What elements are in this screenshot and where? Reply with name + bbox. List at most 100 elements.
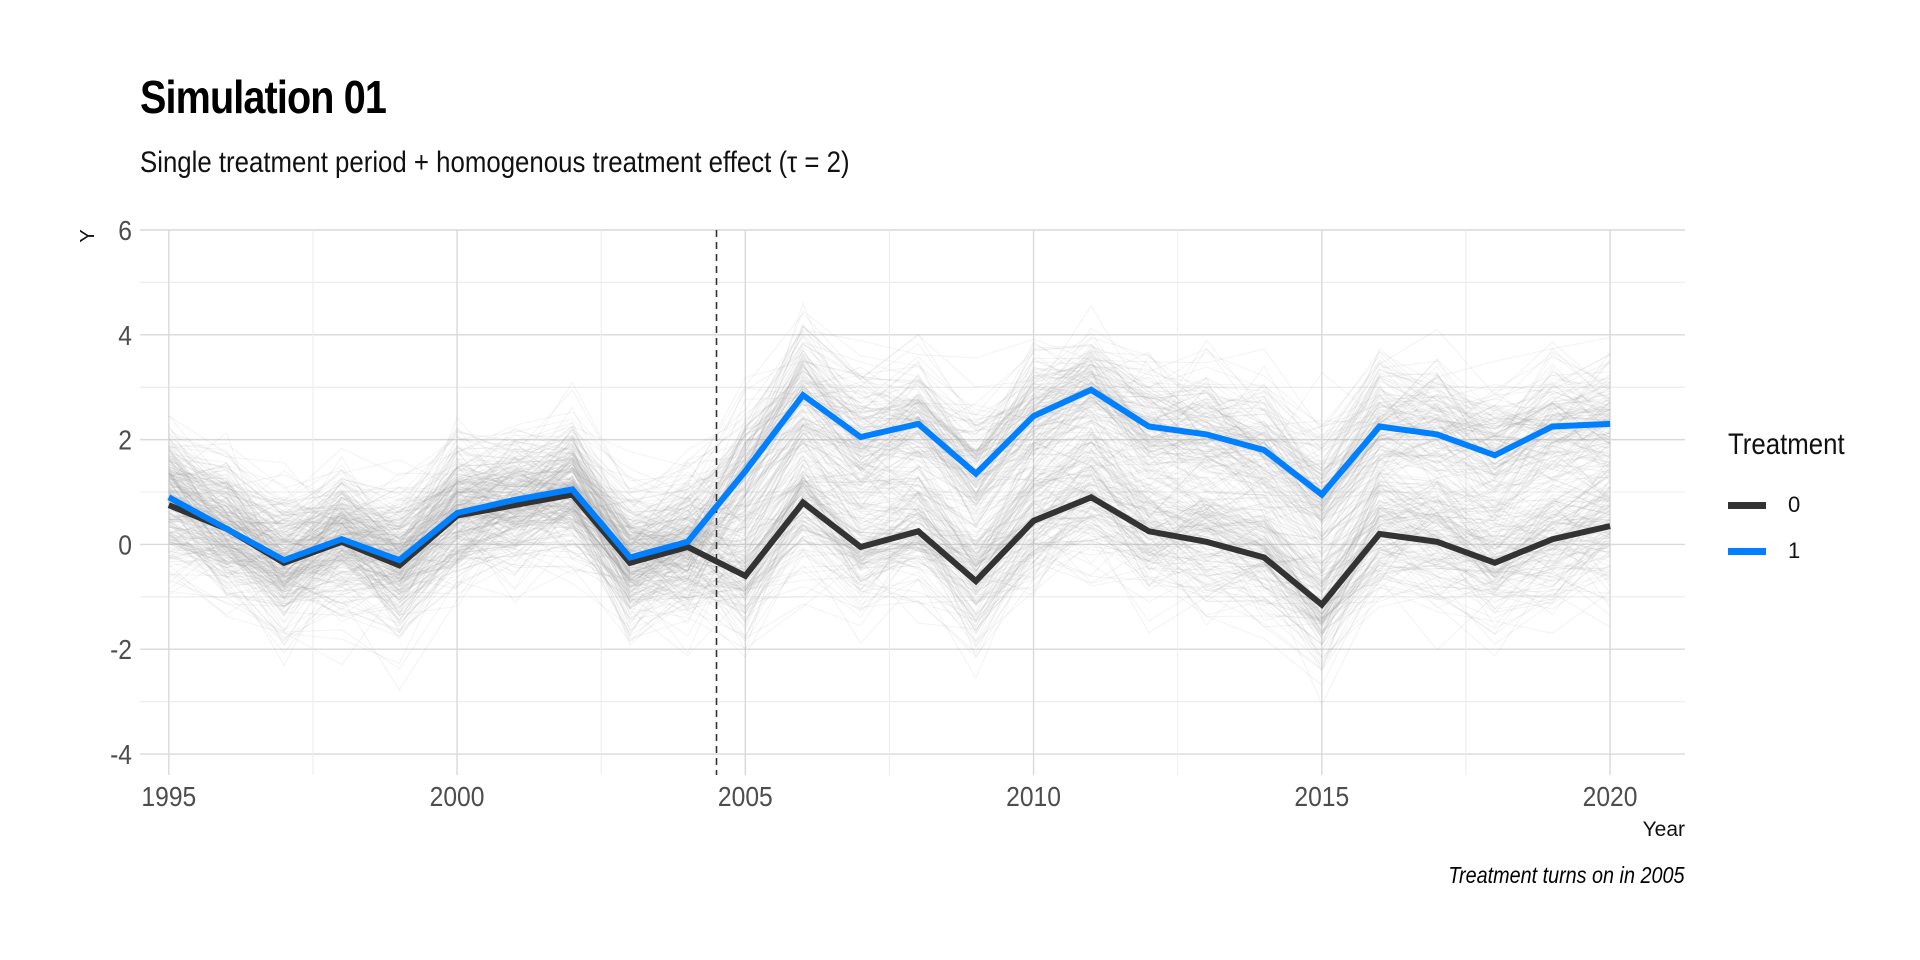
unit-trajectory — [168, 331, 1611, 587]
unit-trajectory — [168, 350, 1611, 581]
unit-trajectory — [168, 439, 1611, 582]
legend-label-0: 0 — [1788, 492, 1801, 517]
unit-trajectory — [168, 445, 1611, 619]
unit-trajectory — [168, 496, 1611, 645]
unit-trajectory — [168, 364, 1611, 599]
unit-trajectory — [168, 486, 1611, 626]
unit-trajectory — [168, 331, 1611, 547]
unit-trajectory — [168, 439, 1611, 625]
unit-trajectory — [168, 383, 1611, 594]
unit-trajectory — [168, 385, 1611, 592]
x-tick-label: 2005 — [718, 781, 773, 813]
unit-trajectory — [168, 472, 1611, 614]
x-tick-label: 2000 — [430, 781, 485, 813]
series-line-1 — [167, 386, 1611, 564]
y-tick-label: -2 — [110, 634, 132, 666]
unit-trajectory — [168, 440, 1611, 571]
unit-trajectory — [168, 362, 1611, 603]
unit-trajectory — [168, 389, 1611, 624]
unit-trajectory — [168, 467, 1611, 619]
unit-trajectory — [168, 366, 1611, 589]
unit-trajectory — [168, 432, 1611, 637]
unit-trajectory — [168, 517, 1611, 623]
unit-trajectory — [168, 481, 1611, 647]
unit-trajectory — [168, 430, 1611, 573]
unit-trajectory — [168, 344, 1611, 584]
unit-trajectory — [168, 488, 1611, 616]
unit-trajectory — [168, 467, 1611, 623]
unit-trajectory — [168, 413, 1611, 610]
unit-trajectory — [168, 509, 1611, 620]
y-tick-label: 4 — [118, 319, 132, 351]
unit-trajectory — [168, 337, 1611, 533]
unit-trajectory — [168, 509, 1611, 645]
unit-trajectory — [168, 441, 1611, 569]
unit-trajectory — [168, 503, 1611, 654]
legend-item-0: 0 — [1728, 482, 1864, 528]
x-axis-label: Year — [1643, 818, 1685, 841]
unit-trajectory — [168, 391, 1611, 608]
unit-trajectory — [168, 420, 1611, 623]
unit-trajectory — [168, 415, 1611, 603]
series-line-0 — [167, 491, 1611, 609]
unit-trajectory — [168, 497, 1611, 660]
unit-trajectory — [168, 361, 1611, 577]
unit-trajectory — [168, 540, 1611, 706]
unit-trajectory — [168, 436, 1611, 571]
unit-trajectory — [168, 343, 1611, 564]
unit-trajectory — [168, 515, 1611, 666]
unit-trajectory — [168, 368, 1611, 565]
unit-trajectory — [168, 474, 1611, 594]
unit-trajectory — [168, 470, 1611, 645]
unit-trajectory — [168, 527, 1611, 659]
unit-trajectory — [168, 437, 1611, 550]
unit-trajectory — [168, 492, 1611, 640]
unit-trajectory — [168, 423, 1611, 592]
unit-trajectory — [168, 325, 1611, 549]
unit-trajectory — [168, 349, 1611, 573]
unit-trajectory — [168, 460, 1611, 607]
unit-trajectory — [168, 376, 1611, 646]
unit-trajectory — [168, 366, 1611, 621]
unit-trajectory — [168, 323, 1611, 550]
unit-trajectory — [168, 444, 1611, 629]
unit-trajectory — [168, 403, 1611, 565]
unit-trajectory — [168, 370, 1611, 562]
unit-trajectory — [168, 417, 1611, 624]
unit-trajectory — [168, 335, 1611, 554]
unit-trajectory — [168, 352, 1611, 586]
unit-trajectory — [168, 481, 1611, 641]
unit-trajectory — [168, 449, 1611, 603]
unit-trajectory — [168, 435, 1611, 575]
unit-trajectory — [168, 412, 1611, 595]
unit-trajectory — [168, 424, 1611, 591]
unit-trajectory — [168, 441, 1611, 575]
unit-trajectory — [168, 484, 1611, 635]
unit-trajectory — [168, 460, 1611, 607]
unit-trajectory — [168, 365, 1611, 585]
legend: Treatment 0 1 — [1728, 428, 1864, 574]
unit-trajectory — [168, 351, 1611, 560]
unit-trajectory — [168, 366, 1611, 588]
unit-trajectory — [168, 344, 1611, 537]
unit-trajectory — [168, 501, 1611, 624]
unit-trajectory — [168, 511, 1611, 624]
unit-trajectory — [168, 363, 1611, 585]
unit-trajectory — [168, 447, 1611, 573]
series-lines — [167, 386, 1611, 609]
unit-trajectory — [168, 441, 1611, 629]
unit-trajectory — [168, 468, 1611, 670]
unit-trajectory — [168, 500, 1611, 606]
unit-trajectory — [168, 360, 1611, 596]
unit-trajectory — [168, 453, 1611, 596]
unit-trajectory — [168, 304, 1611, 562]
unit-trajectory — [168, 437, 1611, 637]
unit-trajectory — [168, 435, 1611, 588]
unit-trajectory — [168, 440, 1611, 593]
unit-trajectory — [168, 445, 1611, 635]
unit-trajectory — [168, 329, 1611, 520]
unit-trajectory — [168, 415, 1611, 585]
unit-trajectory — [168, 358, 1611, 556]
unit-trajectory — [168, 398, 1611, 593]
unit-trajectory — [168, 399, 1611, 601]
